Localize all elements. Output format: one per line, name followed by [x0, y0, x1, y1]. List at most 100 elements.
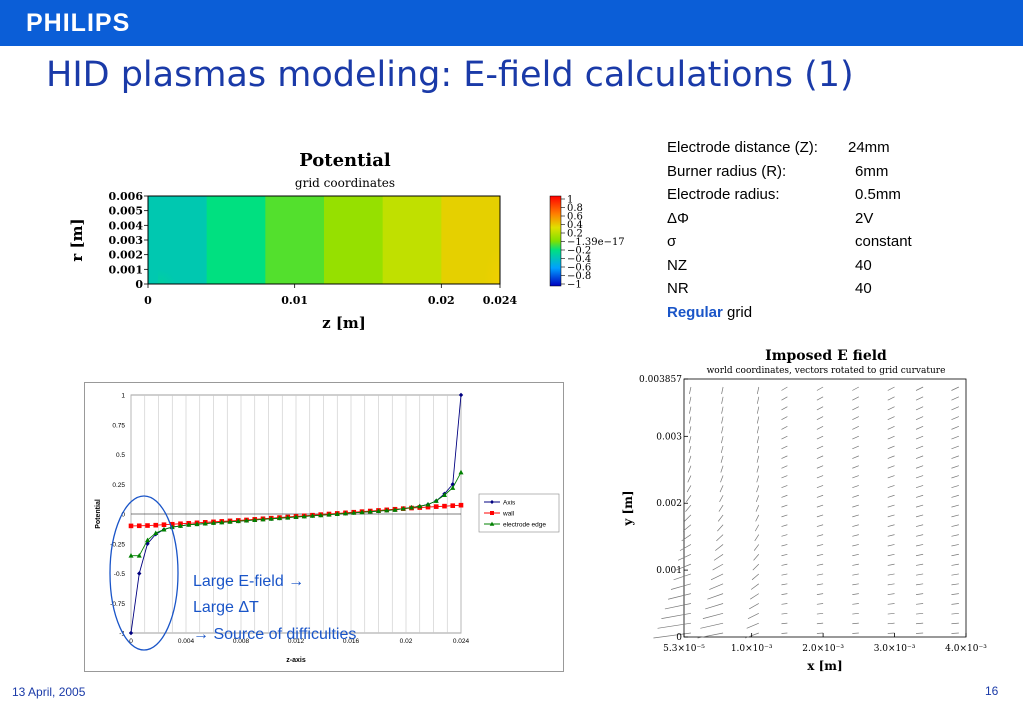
vector-arrow: [756, 416, 760, 424]
legend-label: electrode edge: [503, 522, 546, 529]
y-tick-label: 0.002: [109, 249, 143, 262]
param-value: 40: [855, 280, 872, 297]
vector-arrow: [887, 553, 895, 557]
vector-arrow: [753, 544, 760, 551]
vector-arrow: [915, 406, 924, 411]
param-label: NZ: [667, 256, 687, 274]
vector-arrow: [915, 593, 924, 595]
vector-arrow: [951, 612, 959, 615]
highlight-ellipse: [109, 495, 179, 651]
vector-arrow: [915, 612, 924, 615]
data-point: [178, 523, 183, 528]
colorbar-tick-label: −0.2: [567, 246, 591, 257]
vector-arrow: [887, 465, 895, 469]
param-label: σ: [667, 233, 677, 250]
potential-line-chart: 1 0.75 0.5 0.25 0 -0.25 -0.5 -0.75 -1 0 0.004 0.00…: [84, 382, 564, 672]
parameter-list: Electrode distance (Z): 24mm Burner radiu…: [667, 136, 912, 324]
vector-arrow: [781, 455, 788, 459]
vector-arrow: [746, 622, 759, 629]
heatmap-bands: [148, 196, 501, 284]
vector-arrow: [916, 632, 924, 634]
data-point: [450, 485, 456, 490]
vector-arrow: [781, 504, 788, 508]
annotation-line-1: Large E-field →: [193, 573, 304, 590]
potential-y-label: r [m]: [68, 218, 86, 261]
y-tick-label: 1: [121, 393, 125, 400]
vector-arrow: [689, 416, 692, 424]
vector-arrow: [852, 544, 859, 547]
vector-arrow: [816, 396, 824, 401]
vector-arrow: [915, 514, 924, 518]
data-point: [211, 520, 216, 525]
data-point: [367, 509, 373, 514]
vector-arrow: [915, 524, 924, 527]
vector-arrow: [686, 495, 692, 503]
vector-arrow: [781, 465, 788, 469]
vector-arrow: [750, 593, 759, 600]
vector-arrow: [781, 573, 788, 576]
vector-arrow: [781, 603, 788, 605]
vector-arrow: [781, 622, 788, 625]
vector-arrow: [684, 514, 692, 522]
vector-arrow: [887, 612, 895, 615]
efield-title: Imposed E field: [765, 348, 887, 364]
vector-arrow: [781, 593, 788, 595]
data-point: [433, 504, 439, 509]
vector-arrow: [852, 455, 859, 459]
y-tick-label: 0.001: [656, 566, 682, 576]
vector-arrow: [915, 485, 924, 489]
vector-arrow: [717, 514, 724, 522]
vector-arrow: [681, 534, 692, 542]
electrode-glow-left: [158, 270, 176, 284]
data-point: [161, 526, 167, 532]
data-point: [293, 514, 299, 519]
vector-arrow: [915, 544, 924, 547]
potential-title: Potential: [299, 150, 391, 171]
y-tick-label: 0.003: [109, 234, 143, 247]
vector-arrow: [661, 612, 691, 619]
vector-arrow: [887, 435, 895, 440]
data-point: [194, 521, 200, 527]
annotation-line-3: → Source of difficulties: [193, 626, 356, 643]
vector-arrow: [816, 435, 824, 440]
y-tick-label: 0.002: [656, 499, 682, 509]
vector-arrow: [852, 612, 859, 615]
vector-arrow: [781, 396, 788, 401]
vector-arrow: [852, 475, 859, 479]
vector-arrow: [713, 553, 724, 561]
vector-arrow: [852, 435, 859, 440]
vector-arrow: [688, 426, 692, 434]
vector-arrow: [816, 504, 824, 508]
vector-arrow: [720, 465, 724, 473]
data-point: [376, 508, 381, 514]
x-tick-label: 0.02: [428, 294, 455, 307]
data-point: [442, 492, 447, 497]
vector-arrow: [951, 603, 959, 605]
vector-arrow: [951, 504, 959, 508]
vector-arrow: [852, 504, 859, 508]
vector-arrow: [689, 396, 692, 404]
vector-arrow: [887, 396, 895, 401]
y-tick-label: 0.5: [116, 452, 125, 459]
legend-label: Axis: [503, 500, 516, 507]
data-point: [400, 506, 406, 511]
vector-arrow: [951, 593, 959, 595]
data-point: [301, 513, 307, 519]
data-point: [277, 515, 282, 521]
vector-arrow: [887, 406, 895, 411]
electrode-glow-right: [484, 246, 500, 284]
x-tick-label: 5.3×10⁻⁵: [663, 644, 705, 654]
data-point: [425, 501, 431, 507]
potential-x-label: z [m]: [322, 314, 366, 332]
vector-arrow: [852, 534, 859, 537]
vector-arrow: [756, 455, 760, 463]
vector-arrow: [816, 583, 824, 586]
vector-arrow: [915, 455, 924, 459]
vector-arrow: [915, 553, 924, 557]
vector-arrow: [887, 475, 895, 479]
vector-arrow: [816, 455, 824, 459]
vector-arrow: [781, 435, 788, 440]
x-tick-label: 2.0×10⁻³: [802, 644, 844, 654]
vector-arrow: [887, 583, 895, 586]
